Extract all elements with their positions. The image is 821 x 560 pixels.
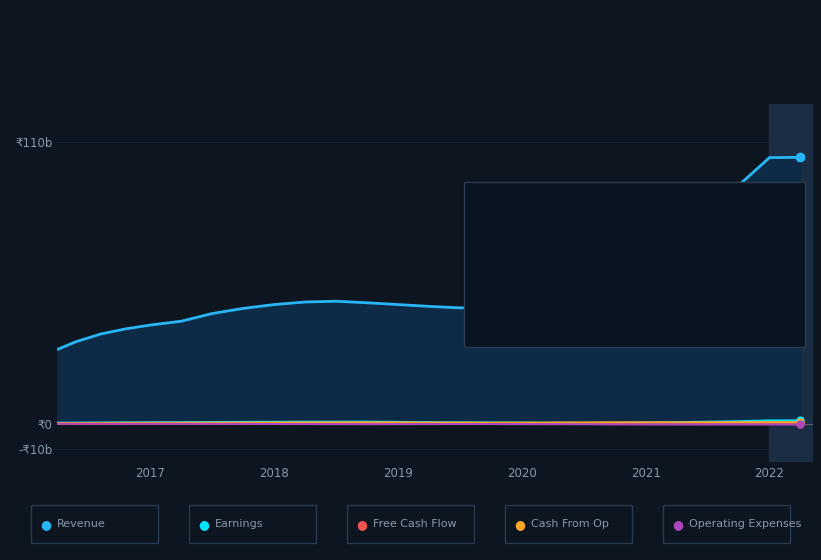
Text: 1.2% profit margin: 1.2% profit margin <box>636 252 747 265</box>
Text: Revenue: Revenue <box>57 519 106 529</box>
Text: ●: ● <box>672 517 683 531</box>
Text: ₹1.229b /yr: ₹1.229b /yr <box>636 229 712 242</box>
Text: Operating Expenses: Operating Expenses <box>472 320 591 333</box>
Text: ●: ● <box>356 517 367 531</box>
Bar <box>769 104 813 462</box>
Text: ₹103.907b /yr: ₹103.907b /yr <box>636 206 728 219</box>
Text: -₹175.285m /yr: -₹175.285m /yr <box>636 274 727 288</box>
Text: ●: ● <box>40 517 51 531</box>
Text: Cash From Op: Cash From Op <box>531 519 609 529</box>
Text: Earnings: Earnings <box>472 229 524 242</box>
Text: ●: ● <box>514 517 525 531</box>
Text: Revenue: Revenue <box>472 206 524 219</box>
Text: Free Cash Flow: Free Cash Flow <box>373 519 456 529</box>
Text: Earnings: Earnings <box>215 519 264 529</box>
Text: Cash From Op: Cash From Op <box>472 297 554 311</box>
Text: Mar 31 2022: Mar 31 2022 <box>472 186 560 199</box>
Text: ●: ● <box>198 517 209 531</box>
Text: Operating Expenses: Operating Expenses <box>690 519 801 529</box>
Text: ₹331.505m /yr: ₹331.505m /yr <box>636 320 723 333</box>
Text: Free Cash Flow: Free Cash Flow <box>472 274 561 288</box>
Text: ₹555.313m /yr: ₹555.313m /yr <box>636 297 723 311</box>
